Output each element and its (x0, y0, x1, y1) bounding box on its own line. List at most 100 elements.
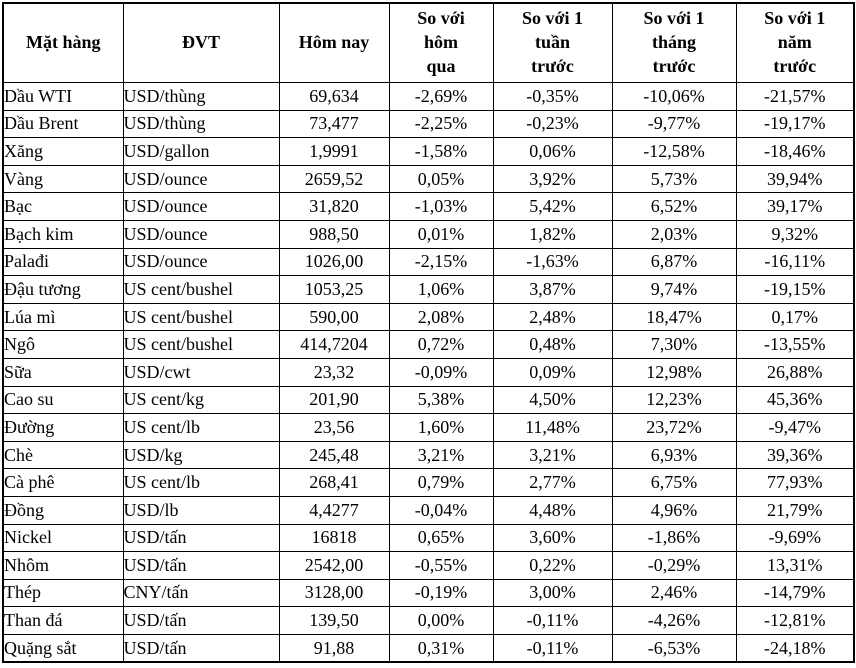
cell-unit: USD/thùng (122, 82, 280, 111)
table-row: Xăng USD/gallon 1,9991 -1,58% 0,06% -12,58% -1… (2, 137, 855, 166)
cell-commodity: Nickel (2, 523, 124, 553)
cell-vs-yesterday: 0,72% (388, 330, 494, 359)
cell-vs-1-year: -18,46% (735, 137, 855, 166)
cell-today: 2659,52 (278, 164, 390, 194)
cell-vs-yesterday: 2,08% (388, 302, 494, 332)
cell-vs-1-year: -19,17% (735, 109, 855, 139)
cell-today: 268,41 (278, 468, 390, 497)
cell-today: 91,88 (278, 633, 390, 663)
cell-today: 245,48 (278, 440, 390, 470)
cell-vs-1-week: 11,48% (492, 413, 613, 442)
cell-vs-1-month: -0,29% (611, 551, 737, 580)
cell-commodity: Đồng (2, 495, 124, 525)
cell-vs-1-month: 12,23% (611, 385, 737, 415)
cell-vs-1-year: -9,69% (735, 523, 855, 553)
cell-vs-1-month: -4,26% (611, 606, 737, 635)
cell-vs-1-month: 2,46% (611, 578, 737, 608)
cell-vs-1-week: -1,63% (492, 247, 613, 277)
cell-vs-1-year: 26,88% (735, 357, 855, 387)
cell-vs-1-week: 3,60% (492, 523, 613, 553)
cell-vs-1-month: -1,86% (611, 523, 737, 553)
cell-today: 1053,25 (278, 275, 390, 304)
cell-vs-1-year: -12,81% (735, 606, 855, 635)
cell-vs-1-year: -14,79% (735, 578, 855, 608)
cell-commodity: Bạch kim (2, 219, 124, 249)
cell-vs-1-month: 23,72% (611, 413, 737, 442)
table-row: Đồng USD/lb 4,4277 -0,04% 4,48% 4,96% 21,79% (2, 495, 855, 525)
cell-vs-yesterday: -2,25% (388, 109, 494, 139)
cell-unit: USD/tấn (122, 606, 280, 635)
cell-vs-1-week: -0,11% (492, 606, 613, 635)
cell-vs-1-year: 13,31% (735, 551, 855, 580)
cell-vs-1-year: 9,32% (735, 219, 855, 249)
table-row: Nickel USD/tấn 16818 0,65% 3,60% -1,86% -9,69% (2, 523, 855, 553)
cell-commodity: Nhôm (2, 551, 124, 580)
cell-vs-yesterday: 5,38% (388, 385, 494, 415)
cell-vs-yesterday: 0,05% (388, 164, 494, 194)
column-header-vs-1-year: So với 1 năm trước (735, 2, 855, 83)
cell-vs-yesterday: 3,21% (388, 440, 494, 470)
table-body: Dầu WTI USD/thùng 69,634 -2,69% -0,35% -10,06… (2, 82, 855, 663)
cell-vs-1-year: -9,47% (735, 413, 855, 442)
cell-vs-1-month: 9,74% (611, 275, 737, 304)
cell-today: 73,477 (278, 109, 390, 139)
cell-vs-1-week: 0,48% (492, 330, 613, 359)
cell-vs-1-year: -21,57% (735, 82, 855, 111)
cell-unit: US cent/kg (122, 385, 280, 415)
cell-vs-1-week: 0,22% (492, 551, 613, 580)
cell-vs-yesterday: 0,65% (388, 523, 494, 553)
cell-commodity: Đậu tương (2, 275, 124, 304)
header-row: Mặt hàng ĐVT Hôm nay So với hôm qua So với 1… (2, 2, 855, 83)
cell-vs-1-month: 5,73% (611, 164, 737, 194)
cell-vs-1-month: 6,93% (611, 440, 737, 470)
table-row: Lúa mì US cent/bushel 590,00 2,08% 2,48% 18,4… (2, 302, 855, 332)
cell-today: 1026,00 (278, 247, 390, 277)
table-row: Than đá USD/tấn 139,50 0,00% -0,11% -4,26% -12… (2, 606, 855, 635)
table-row: Quặng sắt USD/tấn 91,88 0,31% -0,11% -6,53% -2… (2, 633, 855, 663)
cell-today: 2542,00 (278, 551, 390, 580)
cell-unit: USD/ounce (122, 192, 280, 221)
cell-vs-1-month: -10,06% (611, 82, 737, 111)
cell-commodity: Lúa mì (2, 302, 124, 332)
cell-unit: USD/gallon (122, 137, 280, 166)
cell-unit: USD/ounce (122, 219, 280, 249)
cell-vs-yesterday: -0,04% (388, 495, 494, 525)
cell-commodity: Vàng (2, 164, 124, 194)
cell-unit: USD/cwt (122, 357, 280, 387)
cell-vs-1-month: -6,53% (611, 633, 737, 663)
cell-vs-1-week: 2,77% (492, 468, 613, 497)
cell-unit: USD/tấn (122, 633, 280, 663)
column-header-unit: ĐVT (122, 2, 280, 83)
table-row: Palađi USD/ounce 1026,00 -2,15% -1,63% 6,87% -… (2, 247, 855, 277)
cell-vs-yesterday: -1,03% (388, 192, 494, 221)
cell-commodity: Sữa (2, 357, 124, 387)
cell-vs-yesterday: 0,79% (388, 468, 494, 497)
column-header-today: Hôm nay (278, 2, 390, 83)
cell-today: 414,7204 (278, 330, 390, 359)
cell-unit: US cent/lb (122, 413, 280, 442)
table-row: Vàng USD/ounce 2659,52 0,05% 3,92% 5,73% 39,94… (2, 164, 855, 194)
cell-commodity: Than đá (2, 606, 124, 635)
column-header-commodity: Mặt hàng (2, 2, 124, 83)
cell-vs-1-week: 3,87% (492, 275, 613, 304)
cell-commodity: Cà phê (2, 468, 124, 497)
cell-commodity: Bạc (2, 192, 124, 221)
cell-vs-1-week: 4,48% (492, 495, 613, 525)
cell-vs-1-month: 6,52% (611, 192, 737, 221)
cell-vs-1-year: -19,15% (735, 275, 855, 304)
cell-vs-1-week: 0,06% (492, 137, 613, 166)
cell-today: 139,50 (278, 606, 390, 635)
cell-vs-1-week: 5,42% (492, 192, 613, 221)
cell-today: 4,4277 (278, 495, 390, 525)
table-row: Bạch kim USD/ounce 988,50 0,01% 1,82% 2,03% 9,… (2, 219, 855, 249)
cell-today: 16818 (278, 523, 390, 553)
cell-unit: USD/thùng (122, 109, 280, 139)
cell-vs-1-week: 0,09% (492, 357, 613, 387)
cell-vs-yesterday: -0,55% (388, 551, 494, 580)
table-row: Chè USD/kg 245,48 3,21% 3,21% 6,93% 39,36% (2, 440, 855, 470)
cell-today: 23,32 (278, 357, 390, 387)
cell-unit: USD/tấn (122, 551, 280, 580)
column-header-vs-yesterday: So với hôm qua (388, 2, 494, 83)
table-row: Đậu tương US cent/bushel 1053,25 1,06% 3,87%… (2, 275, 855, 304)
cell-vs-1-month: 12,98% (611, 357, 737, 387)
